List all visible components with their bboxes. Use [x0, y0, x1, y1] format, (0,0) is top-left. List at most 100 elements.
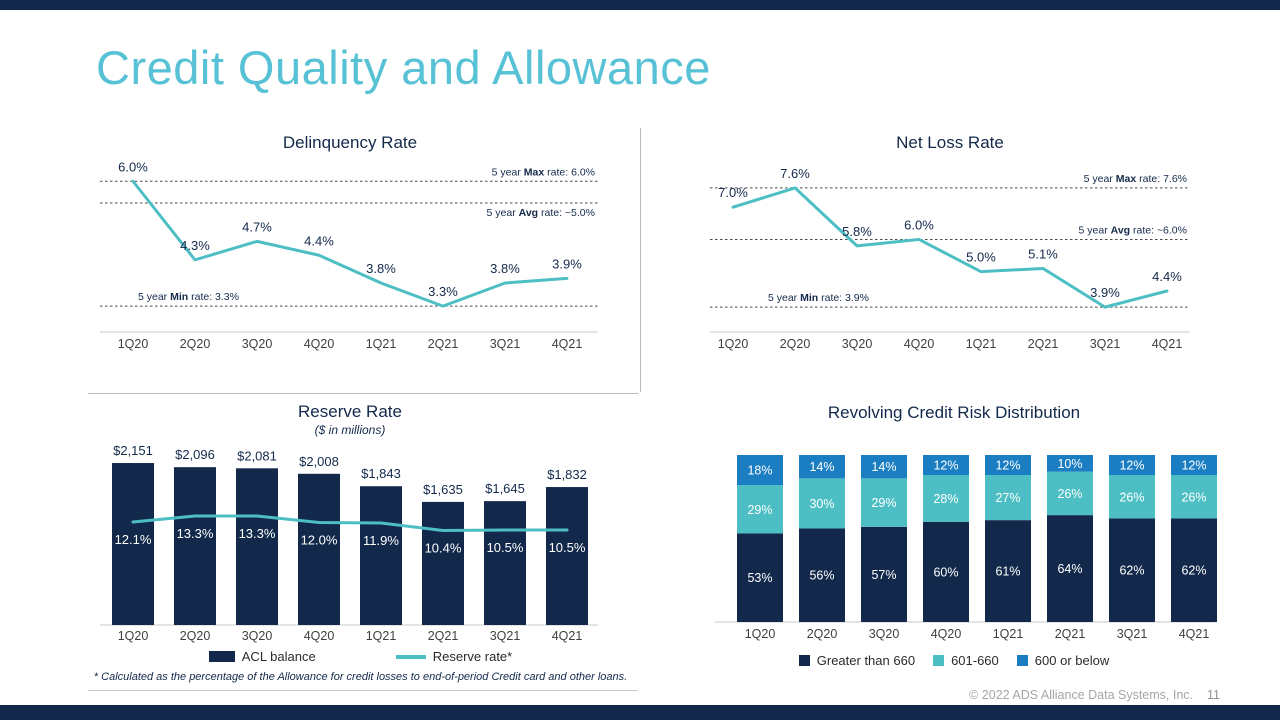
segment-label: 12%	[933, 459, 958, 473]
data-label: 3.9%	[552, 256, 582, 271]
acl-balance-bar	[174, 467, 216, 625]
reserve-rate-label: 10.5%	[487, 540, 524, 555]
segment-teal	[799, 478, 845, 529]
bottom-accent-bar	[0, 705, 1280, 720]
category-label: 2Q20	[780, 337, 811, 351]
reserve-rate-label: 13.3%	[177, 526, 214, 541]
data-label: 3.8%	[366, 261, 396, 276]
segment-label: 18%	[747, 464, 772, 478]
segment-teal	[737, 485, 783, 534]
segment-label: 62%	[1181, 564, 1206, 578]
legend-item-601-660: 601-660	[933, 653, 999, 668]
divider-vertical	[640, 128, 641, 392]
reserve-rate-legend-label: Reserve rate*	[432, 649, 513, 664]
reserve-chart-subtitle: ($ in millions)	[314, 423, 386, 437]
reserve-rate-label: 12.0%	[301, 533, 338, 548]
reserve-footnote: * Calculated as the percentage of the Al…	[93, 671, 628, 683]
data-label: 5.1%	[1028, 246, 1058, 261]
category-label: 2Q21	[1055, 627, 1086, 641]
segment-label: 26%	[1181, 490, 1206, 504]
series-line	[131, 179, 569, 308]
segment-label: 10%	[1057, 457, 1082, 471]
reference-label-avg: 5 year Avg rate: ~5.0%	[487, 207, 595, 219]
segment-label: 26%	[1057, 487, 1082, 501]
greater-than-660-swatch	[798, 655, 810, 666]
600-or-below-swatch	[1016, 655, 1028, 666]
category-label: 1Q20	[718, 337, 749, 351]
reserve-rate-label: 10.4%	[425, 541, 462, 556]
bar-value-label: $1,843	[361, 466, 401, 481]
segment-label: 64%	[1057, 562, 1082, 576]
legend-item-600-or-below: 600 or below	[1016, 653, 1110, 668]
reserve-chart-title: Reserve Rate	[298, 402, 402, 421]
acl-balance-bar	[298, 473, 340, 625]
segment-label: 61%	[995, 565, 1020, 579]
category-label: 4Q20	[304, 337, 335, 351]
data-label: 4.4%	[304, 233, 334, 248]
category-label: 1Q21	[966, 337, 997, 351]
segment-label: 29%	[747, 503, 772, 517]
segment-label: 56%	[809, 569, 834, 583]
category-label: 2Q21	[428, 629, 459, 643]
segment-teal	[861, 478, 907, 527]
category-label: 2Q20	[180, 337, 211, 351]
category-label: 3Q20	[869, 627, 900, 641]
reference-label-max: 5 year Max rate: 6.0%	[492, 166, 595, 178]
segment-teal	[923, 475, 969, 522]
segment-navy	[737, 533, 783, 622]
reference-label-avg: 5 year Avg rate: ~6.0%	[1079, 224, 1187, 236]
category-label: 3Q20	[242, 337, 273, 351]
risk-legend: Greater than 660 601-660 600 or below	[700, 653, 1208, 668]
segment-teal	[1171, 475, 1217, 519]
segment-teal	[985, 475, 1031, 521]
601-660-swatch	[933, 655, 945, 666]
category-label: 1Q21	[366, 629, 397, 643]
segment-navy	[985, 520, 1031, 622]
reserve-rate-label: 10.5%	[549, 540, 586, 555]
category-label: 1Q21	[366, 337, 397, 351]
reserve-rate-label: 11.9%	[363, 533, 399, 548]
acl-balance-bar	[360, 486, 402, 625]
acl-balance-bar	[112, 463, 154, 625]
segment-blue	[985, 455, 1031, 476]
reserve-rate-line	[131, 514, 569, 532]
segment-navy	[923, 521, 969, 622]
delinquency-chart: 5 year Max rate: 6.0% 5 year Avg rate: ~5…	[100, 159, 598, 351]
segment-label: 29%	[871, 496, 896, 510]
segment-navy	[1047, 515, 1093, 622]
acl-balance-bar	[236, 468, 278, 625]
top-accent-bar	[0, 0, 1280, 10]
data-label: 7.0%	[718, 185, 748, 200]
category-label: 1Q20	[118, 337, 149, 351]
data-label: 6.0%	[904, 217, 934, 232]
bar-value-label: $1,832	[547, 467, 587, 482]
segment-label: 53%	[747, 571, 772, 585]
risk-chart-title: Revolving Credit Risk Distribution	[827, 403, 1081, 422]
segment-label: 26%	[1119, 490, 1144, 504]
600-or-below-legend-label: 600 or below	[1034, 653, 1110, 668]
acl-balance-bar	[422, 501, 464, 625]
category-label: 2Q20	[180, 629, 211, 643]
category-label: 4Q21	[1179, 627, 1210, 641]
segment-label: 14%	[809, 460, 834, 474]
category-label: 1Q21	[993, 627, 1024, 641]
segment-blue	[861, 455, 907, 479]
acl-balance-legend-label: ACL balance	[241, 649, 316, 664]
delinquency-chart-title: Delinquency Rate	[282, 133, 418, 152]
category-label: 4Q21	[1152, 337, 1183, 351]
category-label: 3Q20	[842, 337, 873, 351]
legend-item-acl-balance: ACL balance	[208, 649, 316, 664]
data-label: 4.4%	[1152, 269, 1182, 284]
page-number: 11	[1207, 688, 1220, 702]
netloss-chart: 5 year Max rate: 7.6% 5 year Avg rate: ~6…	[710, 166, 1190, 351]
reference-label-min: 5 year Min rate: 3.3%	[138, 291, 239, 303]
category-label: 3Q21	[490, 629, 521, 643]
data-label: 3.3%	[428, 284, 458, 299]
data-label: 3.9%	[1090, 285, 1120, 300]
category-label: 2Q20	[807, 627, 838, 641]
bar-value-label: $2,096	[175, 447, 215, 462]
category-label: 1Q20	[118, 629, 149, 643]
bar-value-label: $2,008	[299, 454, 339, 469]
slide-footer: © 2022 ADS Alliance Data Systems, Inc. 1…	[969, 688, 1220, 702]
reference-label-max: 5 year Max rate: 7.6%	[1084, 173, 1187, 185]
